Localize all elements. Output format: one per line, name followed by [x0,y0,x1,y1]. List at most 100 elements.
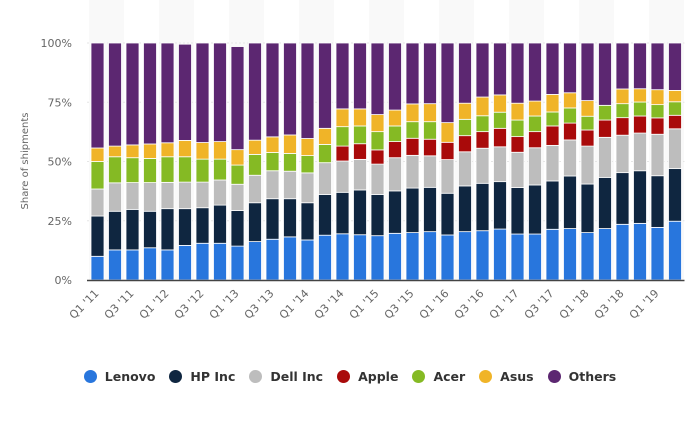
bar-segment-asus[interactable] [230,149,245,166]
bar-segment-asus[interactable] [108,145,122,158]
bar-segment-asus[interactable] [650,89,665,106]
bar-segment-dell-inc[interactable] [143,182,157,212]
bar-stack[interactable] [458,42,472,281]
bar-segment-asus[interactable] [458,102,472,120]
bar-segment-hp-inc[interactable] [195,207,210,244]
bar-segment-others[interactable] [178,43,192,141]
bar-segment-lenovo[interactable] [318,234,332,281]
bar-segment-acer[interactable] [545,111,560,127]
bar-segment-apple[interactable] [388,141,402,159]
bar-segment-hp-inc[interactable] [335,191,350,235]
bar-segment-lenovo[interactable] [143,247,157,281]
bar-segment-asus[interactable] [405,103,420,123]
bar-segment-apple[interactable] [545,125,560,146]
bar-segment-acer[interactable] [633,101,647,117]
bar-segment-others[interactable] [213,42,227,142]
bar-segment-lenovo[interactable] [563,228,577,281]
bar-stack[interactable] [580,42,595,281]
bar-segment-acer[interactable] [265,152,280,172]
bar-segment-hp-inc[interactable] [283,198,297,238]
bar-stack[interactable] [143,42,157,281]
bar-segment-dell-inc[interactable] [353,158,367,191]
legend-item-dell-inc[interactable]: Dell Inc [249,369,323,384]
legend-item-others[interactable]: Others [547,369,616,384]
bar-stack[interactable] [335,42,350,281]
bar-segment-hp-inc[interactable] [178,208,192,246]
bar-segment-lenovo[interactable] [580,232,595,281]
bar-segment-dell-inc[interactable] [580,145,595,185]
bar-segment-others[interactable] [615,42,630,90]
bar-stack[interactable] [475,42,490,281]
bar-segment-hp-inc[interactable] [650,175,665,228]
bar-segment-dell-inc[interactable] [335,160,350,193]
bar-segment-others[interactable] [300,42,315,139]
bar-segment-others[interactable] [528,42,542,102]
bar-stack[interactable] [563,42,577,281]
bar-segment-lenovo[interactable] [300,239,315,281]
bar-segment-apple[interactable] [510,136,525,153]
bar-stack[interactable] [265,42,280,281]
bar-segment-lenovo[interactable] [90,255,105,281]
bar-segment-acer[interactable] [370,131,385,151]
bar-segment-acer[interactable] [178,156,192,183]
legend-item-acer[interactable]: Acer [412,369,465,384]
bar-segment-asus[interactable] [528,100,542,117]
bar-segment-lenovo[interactable] [178,244,192,281]
bar-segment-others[interactable] [633,42,647,90]
bar-segment-dell-inc[interactable] [458,151,472,187]
bar-segment-asus[interactable] [388,109,402,127]
bar-segment-dell-inc[interactable] [300,172,315,204]
bar-segment-acer[interactable] [213,158,227,181]
bar-segment-acer[interactable] [248,153,262,176]
bar-segment-dell-inc[interactable] [633,132,647,172]
bar-segment-dell-inc[interactable] [265,170,280,200]
bar-segment-asus[interactable] [493,94,507,113]
bar-segment-others[interactable] [475,42,490,98]
bar-segment-lenovo[interactable] [633,222,647,281]
bar-segment-hp-inc[interactable] [528,184,542,235]
bar-segment-asus[interactable] [335,108,350,128]
bar-segment-asus[interactable] [510,102,525,121]
bar-segment-asus[interactable] [125,144,140,159]
bar-segment-asus[interactable] [563,92,577,109]
bar-segment-lenovo[interactable] [265,238,280,281]
bar-segment-acer[interactable] [598,104,612,121]
bar-segment-dell-inc[interactable] [160,181,175,210]
bar-segment-hp-inc[interactable] [230,210,245,247]
bar-segment-lenovo[interactable] [493,228,507,281]
bar-stack[interactable] [353,42,367,281]
bar-segment-lenovo[interactable] [545,228,560,281]
bar-segment-others[interactable] [230,46,245,151]
bar-segment-hp-inc[interactable] [580,183,595,233]
legend-item-lenovo[interactable]: Lenovo [83,369,155,384]
bar-segment-apple[interactable] [458,135,472,153]
bar-segment-dell-inc[interactable] [213,179,227,206]
bar-segment-lenovo[interactable] [650,226,665,281]
bar-stack[interactable] [440,42,455,281]
bar-segment-apple[interactable] [440,141,455,161]
bar-segment-hp-inc[interactable] [318,194,332,236]
bar-stack[interactable] [423,42,437,281]
bar-segment-acer[interactable] [353,125,367,145]
bar-segment-acer[interactable] [283,153,297,172]
bar-segment-asus[interactable] [615,88,630,105]
bar-segment-lenovo[interactable] [458,231,472,281]
bar-segment-hp-inc[interactable] [90,215,105,257]
bar-stack[interactable] [108,42,122,281]
bar-segment-hp-inc[interactable] [668,168,682,222]
bar-segment-acer[interactable] [405,121,420,139]
bar-segment-apple[interactable] [633,115,647,134]
bar-segment-hp-inc[interactable] [370,194,385,237]
bar-segment-lenovo[interactable] [353,234,367,281]
bar-segment-lenovo[interactable] [213,242,227,281]
bar-segment-acer[interactable] [90,161,105,190]
bar-stack[interactable] [633,42,647,281]
bar-segment-apple[interactable] [580,129,595,147]
bar-segment-hp-inc[interactable] [300,202,315,241]
bar-segment-asus[interactable] [213,141,227,160]
bar-segment-hp-inc[interactable] [248,202,262,243]
bar-stack[interactable] [493,42,507,281]
bar-stack[interactable] [510,42,525,281]
bar-segment-lenovo[interactable] [475,230,490,281]
bar-segment-asus[interactable] [178,140,192,158]
